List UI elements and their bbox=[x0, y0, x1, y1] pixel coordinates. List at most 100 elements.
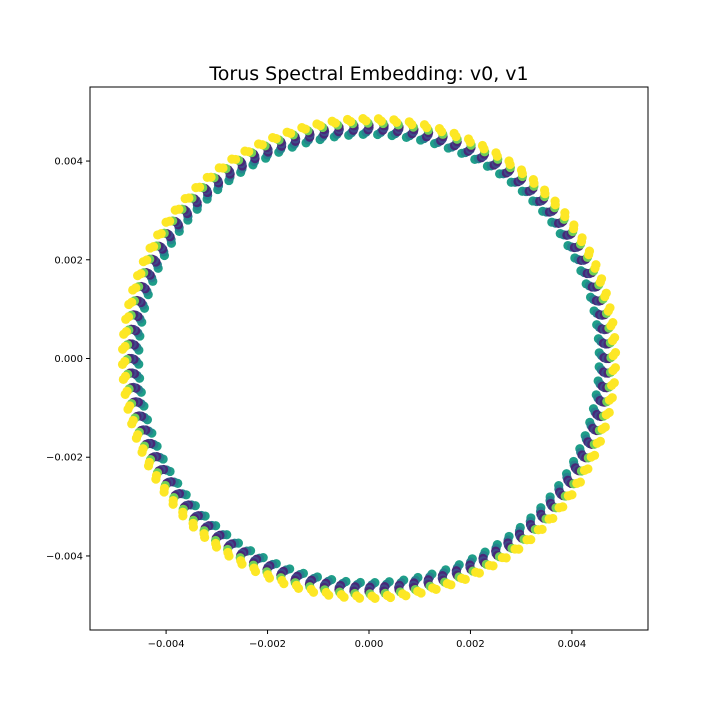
scatter-point bbox=[595, 436, 605, 446]
scatter-point bbox=[200, 532, 210, 542]
scatter-point bbox=[124, 299, 134, 310]
scatter-point bbox=[609, 378, 619, 388]
scatter-point bbox=[404, 117, 414, 127]
scatter-point bbox=[604, 407, 614, 418]
scatter-point bbox=[526, 534, 536, 545]
scatter-point bbox=[131, 433, 142, 443]
x-axis: −0.004 −0.002 0.000 0.002 0.004 bbox=[148, 630, 587, 650]
y-tick-label: 0.002 bbox=[54, 255, 83, 266]
scatter-point bbox=[419, 120, 430, 130]
scatter-point bbox=[137, 447, 147, 457]
scatter-point bbox=[211, 542, 222, 552]
scatter-point bbox=[143, 461, 154, 471]
scatter-point bbox=[608, 318, 618, 328]
scatter-point bbox=[589, 450, 600, 460]
scatter-point bbox=[214, 163, 224, 173]
scatter-point bbox=[308, 587, 319, 597]
scatter-point bbox=[514, 544, 524, 554]
scatter-point bbox=[528, 175, 538, 185]
scatter-point bbox=[227, 154, 237, 164]
scatter-point bbox=[584, 246, 595, 256]
scatter-point bbox=[516, 165, 527, 175]
scatter-point bbox=[431, 584, 441, 594]
y-tick-label: 0.004 bbox=[54, 157, 83, 168]
scatter-point bbox=[191, 183, 201, 193]
scatter-point bbox=[312, 119, 322, 129]
scatter-point bbox=[488, 561, 498, 571]
chart-title: Torus Spectral Embedding: v0, v1 bbox=[208, 63, 528, 85]
x-tick-label: 0.000 bbox=[355, 639, 384, 650]
scatter-point bbox=[120, 389, 130, 399]
x-tick-label: 0.004 bbox=[558, 639, 587, 650]
scatter-point bbox=[567, 490, 577, 500]
scatter-point bbox=[118, 344, 128, 354]
scatter-point bbox=[237, 559, 247, 569]
scatter-point bbox=[342, 114, 353, 125]
y-tick-label: −0.004 bbox=[46, 551, 83, 562]
scatter-point bbox=[389, 115, 399, 125]
scatter-point bbox=[373, 114, 384, 124]
scatter-point bbox=[491, 148, 501, 158]
scatter-point bbox=[268, 133, 278, 143]
scatter-point bbox=[293, 583, 304, 594]
scatter-point bbox=[264, 573, 275, 583]
scatter-point bbox=[607, 393, 617, 403]
scatter-point bbox=[569, 220, 579, 230]
scatter-point bbox=[504, 156, 514, 166]
scatter-point bbox=[610, 348, 621, 358]
scatter-point bbox=[416, 588, 426, 598]
scatter-point bbox=[118, 374, 128, 384]
scatter-point bbox=[123, 404, 133, 414]
scatter-point bbox=[605, 303, 615, 313]
scatter-point bbox=[159, 487, 169, 497]
scatter-point bbox=[250, 566, 261, 577]
scatter-point bbox=[170, 205, 180, 215]
scatter-point bbox=[539, 185, 550, 195]
scatter-point bbox=[401, 591, 411, 601]
scatter-point bbox=[446, 580, 456, 590]
scatter-point bbox=[591, 260, 601, 270]
scatter-point bbox=[133, 271, 143, 281]
scatter-point bbox=[297, 123, 307, 133]
scatter-point bbox=[550, 196, 560, 206]
scatter-point bbox=[463, 134, 474, 144]
scatter-point bbox=[610, 333, 620, 343]
y-axis: 0.004 0.002 0.000 −0.002 −0.004 bbox=[46, 157, 90, 562]
scatter-point bbox=[560, 208, 570, 218]
scatter-point bbox=[178, 511, 188, 521]
scatter-point bbox=[138, 257, 149, 267]
scatter-point bbox=[128, 285, 138, 295]
scatter-point bbox=[575, 477, 585, 487]
scatter-point bbox=[434, 123, 445, 134]
scatter-point bbox=[610, 363, 620, 373]
scatter-point bbox=[254, 139, 264, 149]
scatter-point bbox=[168, 499, 178, 509]
scatter-point bbox=[600, 422, 610, 432]
scatter-point bbox=[327, 116, 337, 126]
data-points bbox=[117, 114, 621, 603]
y-tick-label: −0.002 bbox=[46, 453, 83, 464]
scatter-point bbox=[188, 522, 199, 532]
scatter-point bbox=[151, 474, 161, 484]
x-tick-label: −0.004 bbox=[148, 639, 185, 650]
scatter-point bbox=[153, 230, 163, 240]
scatter-point bbox=[358, 114, 368, 124]
scatter-point bbox=[240, 146, 250, 156]
scatter-point bbox=[477, 140, 488, 151]
scatter-point bbox=[449, 128, 459, 138]
scatter-point bbox=[324, 590, 334, 600]
scatter-point bbox=[474, 568, 484, 578]
scatter-point bbox=[279, 579, 289, 589]
scatter-point bbox=[117, 359, 128, 369]
y-tick-label: 0.000 bbox=[54, 354, 83, 365]
scatter-point bbox=[583, 464, 593, 474]
scatter-point bbox=[558, 502, 568, 512]
scatter-point bbox=[339, 592, 349, 602]
scatter-point bbox=[601, 288, 611, 298]
scatter-point bbox=[548, 513, 558, 524]
scatter-point bbox=[537, 524, 547, 534]
scatter-point bbox=[145, 243, 155, 253]
x-tick-label: −0.002 bbox=[249, 639, 286, 650]
scatter-point bbox=[202, 172, 212, 183]
